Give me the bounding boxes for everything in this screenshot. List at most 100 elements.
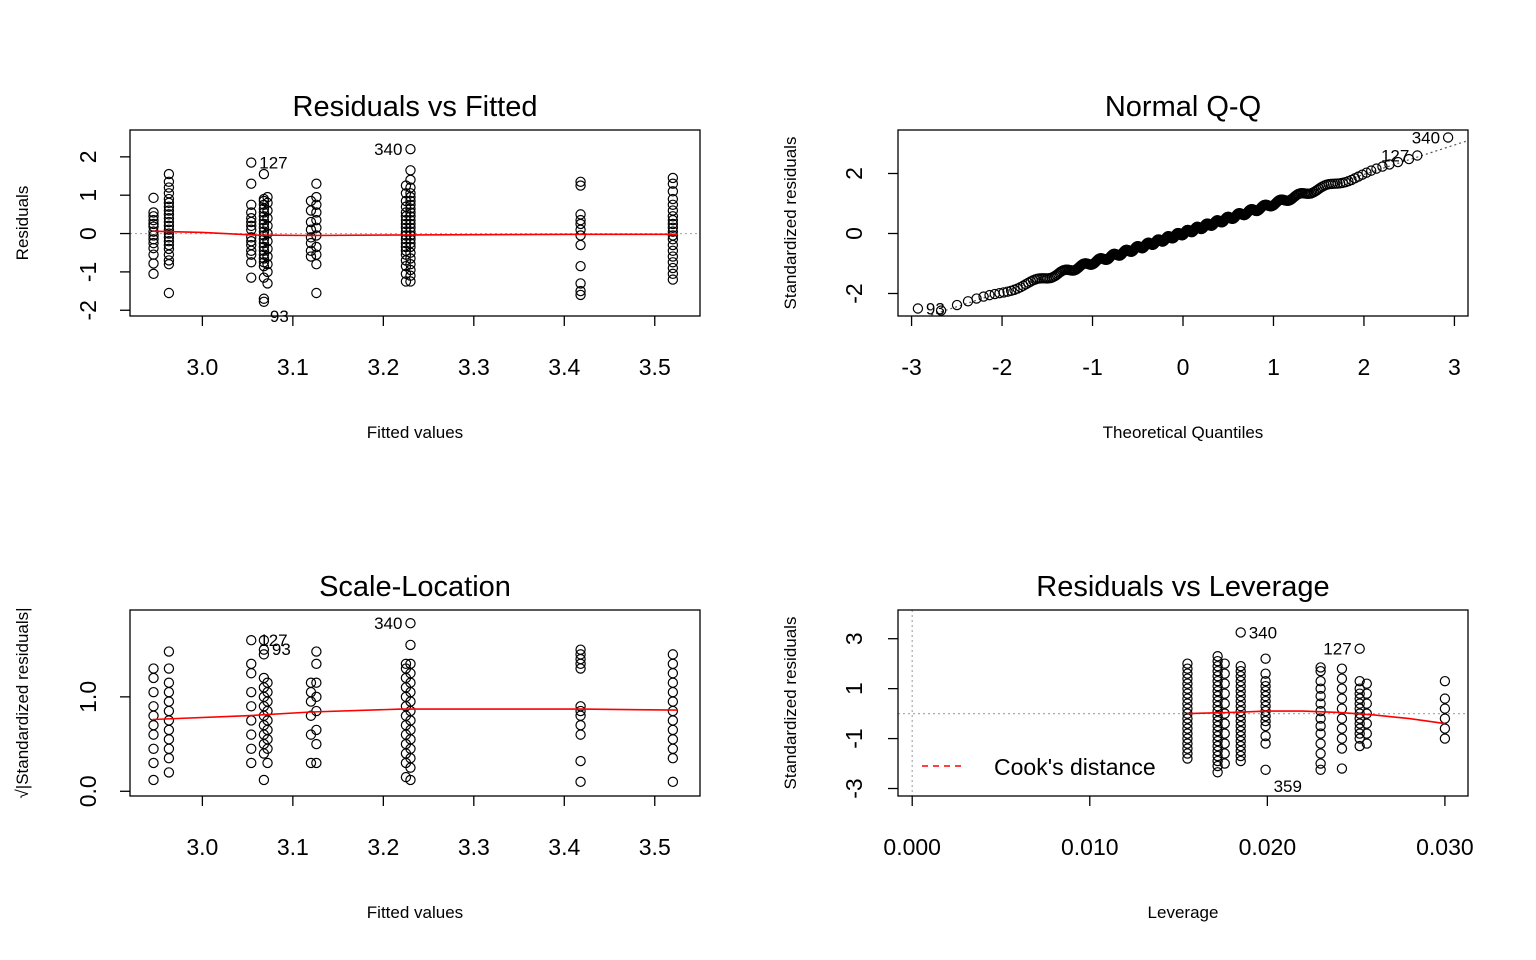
- data-point: [405, 174, 416, 186]
- data-point: [1315, 764, 1326, 775]
- data-point: [1371, 163, 1382, 174]
- data-point: [163, 743, 175, 754]
- data-point: [148, 242, 159, 254]
- data-point: [305, 205, 317, 216]
- data-point: [1336, 693, 1348, 704]
- data-point: [163, 220, 175, 232]
- data-point: [262, 743, 273, 754]
- data-point: [1182, 743, 1193, 754]
- data-point: [311, 646, 322, 657]
- data-point: [1235, 735, 1246, 747]
- data-point: [1182, 723, 1193, 734]
- data-point: [405, 222, 416, 233]
- data-point: [405, 203, 416, 214]
- data-point: [575, 239, 586, 251]
- data-point: [1354, 643, 1365, 654]
- data-point: [405, 165, 416, 176]
- point-id-label: 127: [1323, 640, 1351, 659]
- data-point: [1310, 185, 1321, 197]
- data-point: [148, 663, 159, 674]
- data-point: [1182, 688, 1193, 699]
- data-point: [1336, 733, 1348, 744]
- data-point: [978, 291, 989, 302]
- data-point: [305, 232, 317, 243]
- data-point: [311, 287, 322, 299]
- data-point: [163, 236, 175, 247]
- data-point: [575, 289, 586, 301]
- y-tick-label: -2: [841, 283, 867, 303]
- y-tick-label: 3: [841, 632, 867, 645]
- panel-2: Normal Q-Q Theoretical Quantiles Standardi…: [781, 91, 1469, 442]
- point-id-label: 359: [1274, 777, 1302, 796]
- data-point: [667, 172, 679, 184]
- data-point: [311, 738, 322, 750]
- data-point: [667, 214, 679, 226]
- data-point: [1361, 688, 1372, 699]
- data-point: [1219, 668, 1230, 679]
- data-point: [667, 178, 679, 189]
- data-point: [163, 677, 175, 688]
- y-tick-label: 0: [841, 227, 867, 240]
- data-point: [1354, 675, 1365, 687]
- x-tick-label: -3: [901, 354, 921, 380]
- data-point: [246, 729, 257, 740]
- point-id-label: 93: [272, 640, 291, 659]
- data-point: [1354, 723, 1365, 734]
- x-tick-label: 3.3: [458, 354, 490, 380]
- data-point: [311, 222, 322, 233]
- data-point: [1315, 748, 1326, 759]
- data-point: [1336, 713, 1348, 724]
- y-tick-label: 1: [75, 189, 101, 202]
- data-point: [1182, 673, 1193, 684]
- data-point: [148, 672, 159, 684]
- data-point: [258, 649, 270, 660]
- data-point: [667, 715, 679, 726]
- data-point: [1442, 132, 1454, 143]
- data-point: [1212, 720, 1223, 732]
- data-point: [1219, 758, 1230, 769]
- data-point: [1235, 750, 1246, 762]
- data-point: [262, 228, 273, 239]
- x-tick-label: 2: [1358, 354, 1371, 380]
- data-point: [1182, 753, 1193, 764]
- panel-frame: [129, 609, 701, 797]
- data-point: [405, 253, 416, 264]
- x-tick-label: 3.4: [548, 354, 580, 380]
- data-point: [1212, 760, 1223, 772]
- y-tick-label: 2: [841, 167, 867, 180]
- data-point: [258, 296, 270, 308]
- x-tick-label: 3.1: [277, 834, 309, 860]
- data-point: [246, 199, 257, 210]
- data-point: [1361, 738, 1372, 749]
- data-point: [1235, 690, 1246, 702]
- x-tick-label: 0.030: [1416, 834, 1474, 860]
- data-point: [163, 216, 175, 228]
- panel-title: Residuals vs Leverage: [1036, 571, 1329, 603]
- data-point: [258, 168, 270, 180]
- data-point: [1336, 763, 1348, 774]
- data-point: [575, 180, 586, 191]
- data-point: [1182, 683, 1193, 694]
- y-tick-label: 1.0: [75, 681, 101, 713]
- data-point: [246, 257, 257, 268]
- data-point: [163, 686, 175, 698]
- data-point: [1315, 675, 1326, 687]
- data-point: [405, 618, 416, 629]
- panel-title: Residuals vs Fitted: [293, 91, 538, 123]
- y-tick-label: -1: [841, 728, 867, 748]
- data-point: [667, 668, 679, 679]
- data-point: [951, 299, 963, 311]
- data-point: [1235, 680, 1246, 692]
- data-point: [1235, 740, 1246, 752]
- data-point: [575, 776, 586, 788]
- data-point: [400, 658, 412, 670]
- data-point: [1212, 725, 1223, 737]
- data-point: [667, 245, 679, 257]
- x-tick-label: 3.5: [639, 834, 671, 860]
- data-point: [163, 705, 175, 717]
- data-point: [163, 255, 175, 266]
- data-point: [1212, 705, 1223, 717]
- data-point: [262, 205, 273, 216]
- point-id-label: 127: [1381, 147, 1409, 166]
- y-tick-label: 2: [75, 150, 101, 163]
